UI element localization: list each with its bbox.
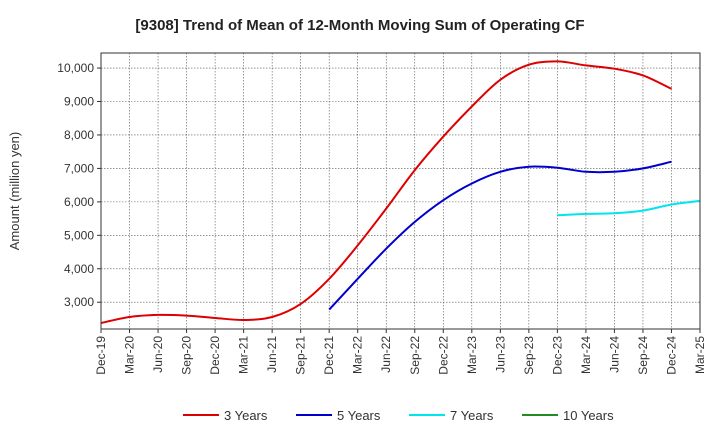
x-tick-label: Dec-21 <box>322 336 336 375</box>
x-tick-label: Sep-24 <box>636 336 650 375</box>
x-tick-label: Mar-24 <box>579 336 593 374</box>
x-tick-label: Mar-22 <box>351 336 365 374</box>
series-line-3-years <box>100 60 672 324</box>
x-tick-label: Dec-23 <box>550 336 564 375</box>
x-tick-label: Dec-20 <box>208 336 222 375</box>
y-axis-ticks: 3,000 4,000 5,000 6,000 7,000 8,000 9,000 10,00… <box>57 61 101 309</box>
x-tick-label: Jun-24 <box>607 336 621 373</box>
x-tick-label: Mar-21 <box>237 336 251 374</box>
x-tick-label: Mar-25 <box>693 336 707 374</box>
x-tick-label: Jun-22 <box>379 336 393 373</box>
x-tick-label: Jun-21 <box>265 336 279 373</box>
x-tick-label: Jun-20 <box>151 336 165 373</box>
y-tick-label: 5,000 <box>64 228 94 242</box>
x-tick-label: Dec-19 <box>94 336 108 375</box>
y-tick-label: 8,000 <box>64 128 94 142</box>
x-tick-label: Sep-22 <box>408 336 422 375</box>
legend-label-7-years: 7 Years <box>450 408 494 423</box>
legend: 3 Years 5 Years 7 Years 10 Years <box>183 408 614 423</box>
y-tick-label: 3,000 <box>64 295 94 309</box>
x-tick-label: Jun-23 <box>493 336 507 373</box>
grid-lines <box>101 53 700 329</box>
series-line-7-years <box>557 199 701 217</box>
x-tick-label: Mar-23 <box>465 336 479 374</box>
legend-label-10-years: 10 Years <box>563 408 614 423</box>
y-axis-label: Amount (million yen) <box>7 132 22 251</box>
series-line-5-years <box>328 160 672 311</box>
x-tick-label: Dec-22 <box>436 336 450 375</box>
legend-label-3-years: 3 Years <box>224 408 268 423</box>
chart-title: [9308] Trend of Mean of 12-Month Moving … <box>135 17 584 34</box>
y-tick-label: 7,000 <box>64 161 94 175</box>
x-tick-label: Dec-24 <box>664 336 678 375</box>
x-tick-label: Mar-20 <box>123 336 137 374</box>
x-tick-label: Sep-21 <box>294 336 308 375</box>
y-tick-label: 10,000 <box>57 61 94 75</box>
x-tick-label: Sep-23 <box>522 336 536 375</box>
x-tick-label: Sep-20 <box>180 336 194 375</box>
series-lines <box>100 60 701 324</box>
y-tick-label: 9,000 <box>64 95 94 109</box>
plot-frame <box>100 52 701 330</box>
y-tick-label: 4,000 <box>64 262 94 276</box>
x-axis-ticks: Dec-19 Mar-20 Jun-20 Sep-20 Dec-20 Mar-21 Jun-… <box>94 329 707 375</box>
legend-label-5-years: 5 Years <box>337 408 381 423</box>
y-tick-label: 6,000 <box>64 195 94 209</box>
